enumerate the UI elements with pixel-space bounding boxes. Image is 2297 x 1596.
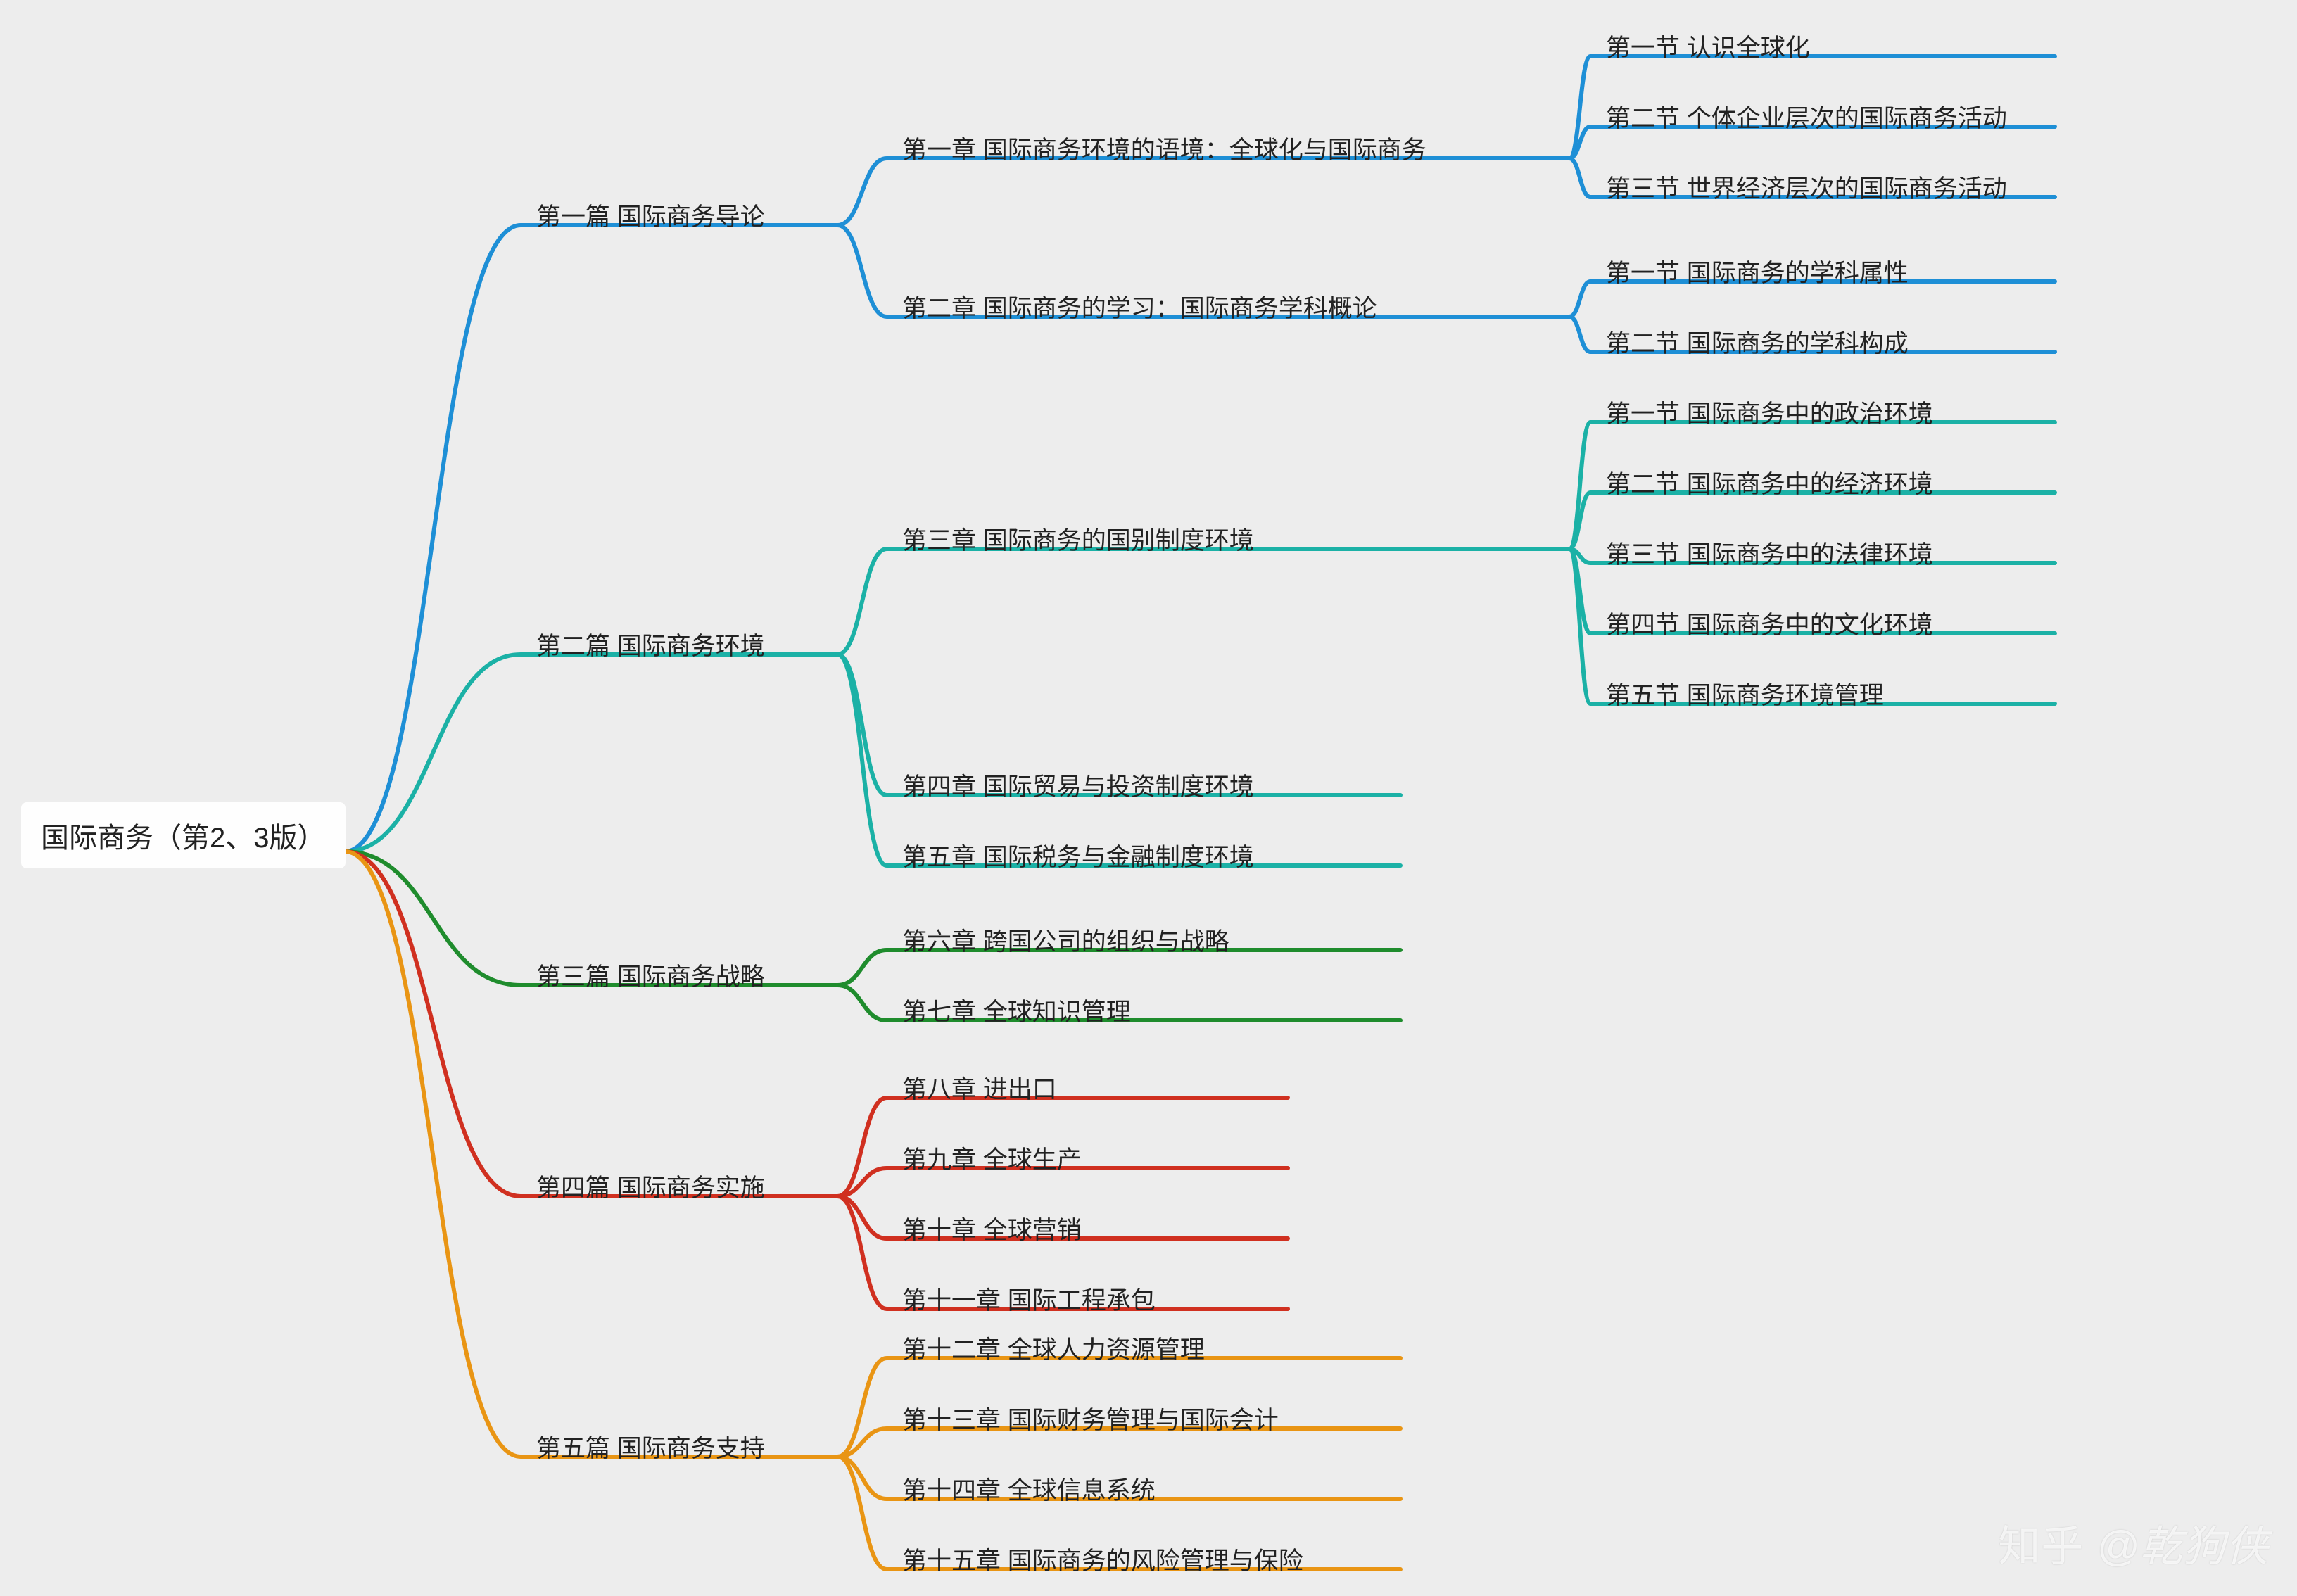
section-node: 第三节 世界经济层次的国际商务活动 — [1605, 166, 2008, 208]
section-node: 第一节 国际商务中的政治环境 — [1605, 391, 1935, 433]
section-node: 第二节 国际商务中的经济环境 — [1605, 462, 1935, 503]
chapter-node: 第一章 国际商务环境的语境：全球化与国际商务 — [901, 127, 1428, 169]
chapter-node: 第七章 全球知识管理 — [901, 989, 1132, 1031]
watermark-handle: @乾狗侠 — [2096, 1523, 2269, 1570]
watermark-site: 知乎 — [1998, 1523, 2084, 1570]
root-label: 国际商务（第2、3版） — [41, 823, 326, 854]
chapter-node: 第九章 全球生产 — [901, 1137, 1083, 1179]
part-node: 第四篇 国际商务实施 — [535, 1165, 766, 1207]
section-node: 第一节 认识全球化 — [1605, 25, 1811, 67]
chapter-node: 第五章 国际税务与金融制度环境 — [901, 835, 1255, 876]
section-node: 第四节 国际商务中的文化环境 — [1605, 602, 1935, 644]
mindmap-canvas: 国际商务（第2、3版） 知乎 @乾狗侠 第一篇 国际商务导论 第一章 国际商务环境… — [0, 0, 2297, 1596]
chapter-node: 第十五章 国际商务的风险管理与保险 — [901, 1538, 1305, 1580]
section-node: 第一节 国际商务的学科属性 — [1605, 251, 1910, 292]
chapter-node: 第四章 国际贸易与投资制度环境 — [901, 764, 1255, 806]
chapter-node: 第十三章 国际财务管理与国际会计 — [901, 1398, 1280, 1439]
root-node: 国际商务（第2、3版） — [21, 802, 346, 868]
chapter-node: 第六章 跨国公司的组织与战略 — [901, 919, 1231, 961]
section-node: 第三节 国际商务中的法律环境 — [1605, 532, 1935, 574]
chapter-node: 第十章 全球营销 — [901, 1208, 1083, 1249]
chapter-node: 第三章 国际商务的国别制度环境 — [901, 518, 1255, 559]
chapter-node: 第十二章 全球人力资源管理 — [901, 1327, 1206, 1369]
section-node: 第五节 国际商务环境管理 — [1605, 673, 1885, 714]
chapter-node: 第八章 进出口 — [901, 1067, 1058, 1108]
chapter-node: 第十四章 全球信息系统 — [901, 1468, 1157, 1509]
part-node: 第五篇 国际商务支持 — [535, 1426, 766, 1467]
chapter-node: 第二章 国际商务的学习：国际商务学科概论 — [901, 286, 1379, 327]
section-node: 第二节 个体企业层次的国际商务活动 — [1605, 96, 2008, 137]
part-node: 第二篇 国际商务环境 — [535, 623, 766, 665]
part-node: 第三篇 国际商务战略 — [535, 954, 766, 996]
chapter-node: 第十一章 国际工程承包 — [901, 1278, 1157, 1319]
part-node: 第一篇 国际商务导论 — [535, 194, 766, 236]
section-node: 第二节 国际商务的学科构成 — [1605, 321, 1910, 362]
watermark: 知乎 @乾狗侠 — [1998, 1512, 2269, 1573]
